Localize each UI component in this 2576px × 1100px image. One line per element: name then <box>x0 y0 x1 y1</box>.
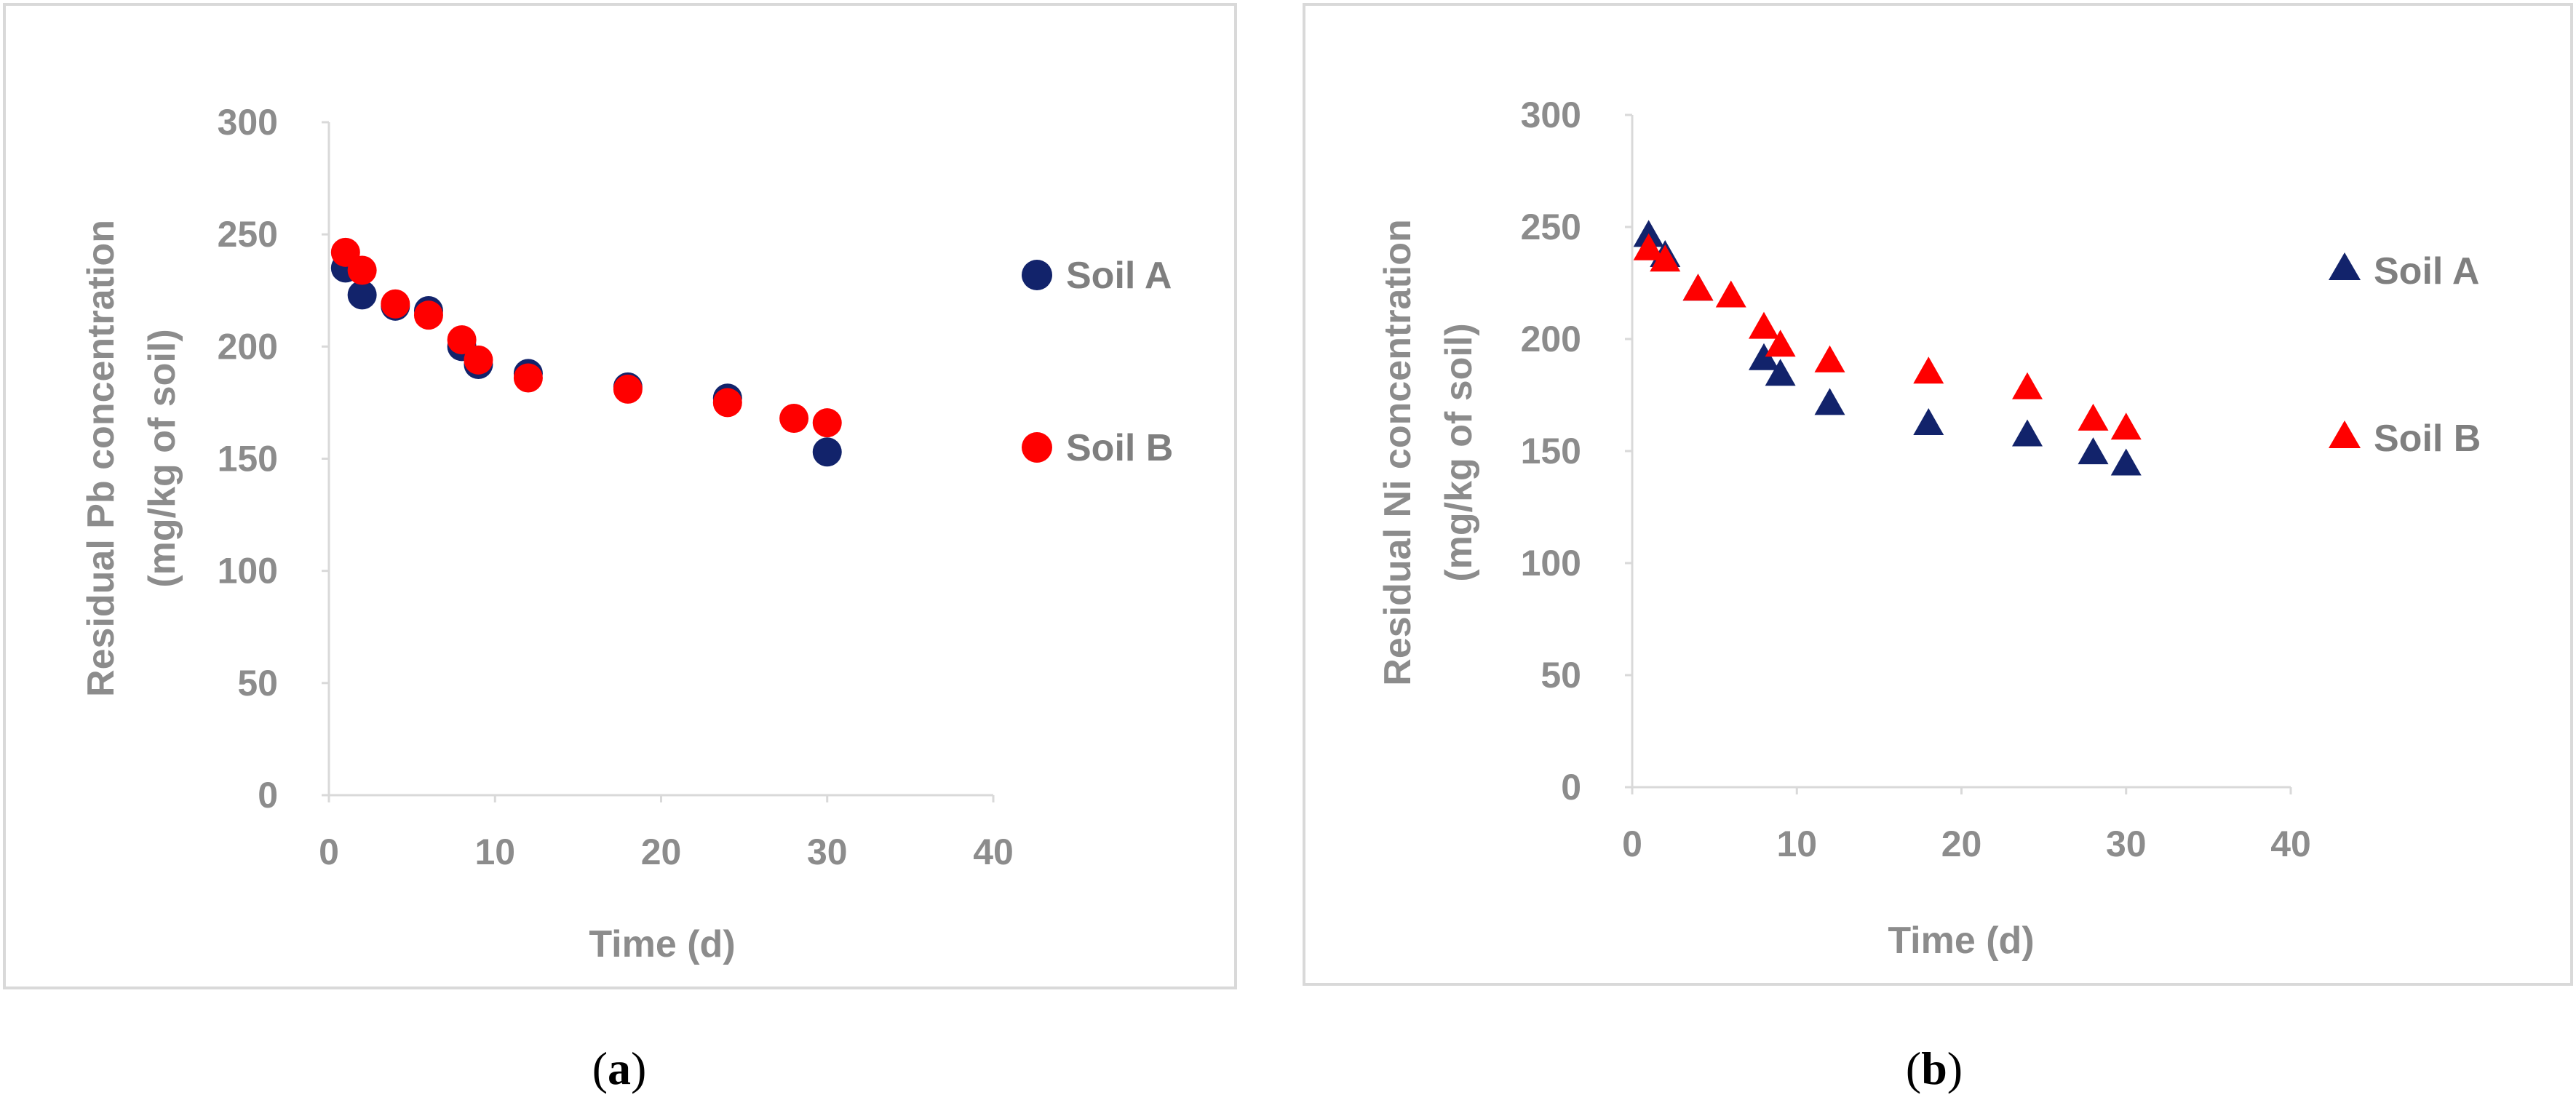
chart-a-x-tick-label: 20 <box>641 832 682 872</box>
chart-b-points <box>1633 220 2142 476</box>
chart-b-y-tick-label: 100 <box>1521 543 1581 583</box>
chart-a-point-soil-b <box>413 300 443 330</box>
chart-b-y-axis-title-line2: (mg/kg of soil) <box>1438 323 1480 581</box>
chart-a-x-tick-label: 30 <box>807 832 848 872</box>
chart-a-point-soil-a <box>812 437 842 467</box>
chart-a-x-tick-label: 10 <box>474 832 515 872</box>
chart-b-point-soil-b <box>1814 345 1845 372</box>
chart-a-point-soil-b <box>779 404 809 433</box>
panel-b: 0 50 100 150 200 250 300 0 10 20 30 40 Time (d) Re… <box>1303 3 2573 1094</box>
chart-a-legend-label-soil-b: Soil B <box>1066 427 1173 469</box>
chart-b-point-soil-a <box>1765 359 1796 386</box>
chart-a-point-soil-b <box>513 363 543 393</box>
chart-b-point-soil-b <box>1765 330 1796 357</box>
chart-a-y-axis-title-line2: (mg/kg of soil) <box>141 329 183 587</box>
chart-b-point-soil-a <box>1749 343 1779 370</box>
chart-b-point-soil-a <box>2078 437 2109 465</box>
chart-b-x-tick-label: 0 <box>1622 824 1642 864</box>
chart-b-point-soil-a <box>2110 448 2142 476</box>
chart-a-y-tick-label: 100 <box>218 551 278 591</box>
chart-a-x-tick-label: 0 <box>319 832 339 872</box>
chart-a-y-tick-label: 300 <box>218 102 278 143</box>
chart-b-point-soil-a <box>1814 388 1845 415</box>
chart-a-frame <box>3 3 1237 989</box>
chart-a-x-ticks: 0 10 20 30 40 <box>319 795 1014 872</box>
chart-b-x-tick-label: 30 <box>2106 824 2147 864</box>
chart-b-legend-marker-soil-a <box>2329 252 2361 280</box>
chart-b-point-soil-a <box>1913 408 1944 436</box>
chart-b-legend-label-soil-b: Soil B <box>2374 418 2481 460</box>
chart-a-points <box>330 237 842 467</box>
chart-b-caption-letter: b <box>1921 1043 1947 1094</box>
chart-a-y-tick-label: 150 <box>218 439 278 479</box>
chart-b-point-soil-b <box>1650 244 1681 272</box>
chart-b-y-tick-label: 150 <box>1521 431 1581 471</box>
chart-a-y-tick-label: 0 <box>258 775 278 816</box>
chart-b-x-axis-title: Time (d) <box>1888 920 2034 962</box>
chart-a-point-soil-b <box>347 255 377 285</box>
chart-b-y-tick-label: 50 <box>1541 655 1581 696</box>
chart-a-y-axis-title-line1: Residual Pb concentration <box>80 220 122 697</box>
chart-a-point-soil-b <box>613 374 643 404</box>
chart-b-point-soil-b <box>2012 372 2043 399</box>
chart-a-y-tick-label: 250 <box>218 214 278 255</box>
chart-b-point-soil-b <box>2110 412 2142 440</box>
chart-b-y-tick-label: 200 <box>1521 319 1581 359</box>
chart-b-frame <box>1303 3 2573 986</box>
chart-b-caption: (b) <box>1906 1043 1963 1094</box>
chart-b-point-soil-b <box>2078 403 2109 431</box>
chart-a-y-ticks: 0 50 100 150 200 250 300 <box>218 102 329 816</box>
chart-a-y-tick-label: 200 <box>218 326 278 367</box>
chart-a-point-soil-b <box>712 388 742 418</box>
chart-b-point-soil-b <box>1633 233 1664 260</box>
chart-a-legend: Soil A Soil B <box>1022 255 1173 469</box>
chart-a-caption-letter: a <box>608 1043 631 1094</box>
chart-a-x-axis-title: Time (d) <box>589 923 735 965</box>
chart-b-point-soil-b <box>1715 280 1746 308</box>
chart-b-y-tick-label: 0 <box>1561 767 1581 808</box>
chart-a-point-soil-a <box>347 280 377 310</box>
chart-b-x-tick-label: 40 <box>2270 824 2311 864</box>
chart-b-x-tick-label: 20 <box>1941 824 1982 864</box>
chart-a-legend-label-soil-a: Soil A <box>1066 255 1172 297</box>
chart-a-point-soil-b <box>381 289 410 319</box>
chart-a-point-soil-b <box>464 345 493 375</box>
chart-b-y-tick-label: 300 <box>1521 95 1581 135</box>
chart-b-point-soil-b <box>1913 356 1944 384</box>
chart-b-x-ticks: 0 10 20 30 40 <box>1622 787 2311 864</box>
chart-b-legend: Soil A Soil B <box>2329 250 2481 460</box>
chart-a-point-soil-b <box>812 408 842 438</box>
chart-a-x-tick-label: 40 <box>973 832 1014 872</box>
chart-b-legend-label-soil-a: Soil A <box>2374 250 2479 292</box>
chart-a-legend-marker-soil-a <box>1022 260 1052 290</box>
chart-b-point-soil-b <box>1682 274 1714 301</box>
chart-b-y-axis-title-line1: Residual Ni concentration <box>1377 219 1419 685</box>
chart-a-point-soil-b <box>447 325 477 355</box>
chart-b-point-soil-a <box>2012 419 2043 447</box>
chart-b-y-tick-label: 250 <box>1521 207 1581 247</box>
chart-a-legend-marker-soil-b <box>1022 432 1052 463</box>
chart-b-x-tick-label: 10 <box>1776 824 1817 864</box>
chart-a-y-tick-label: 50 <box>237 663 278 704</box>
chart-b-legend-marker-soil-b <box>2329 421 2361 448</box>
chart-b-point-soil-b <box>1749 311 1779 339</box>
chart-a-caption: (a) <box>592 1043 647 1094</box>
chart-b-y-ticks: 0 50 100 150 200 250 300 <box>1521 95 1632 808</box>
panel-a: 0 50 100 150 200 250 300 0 10 20 30 40 Time (d) Re… <box>3 3 1237 1094</box>
